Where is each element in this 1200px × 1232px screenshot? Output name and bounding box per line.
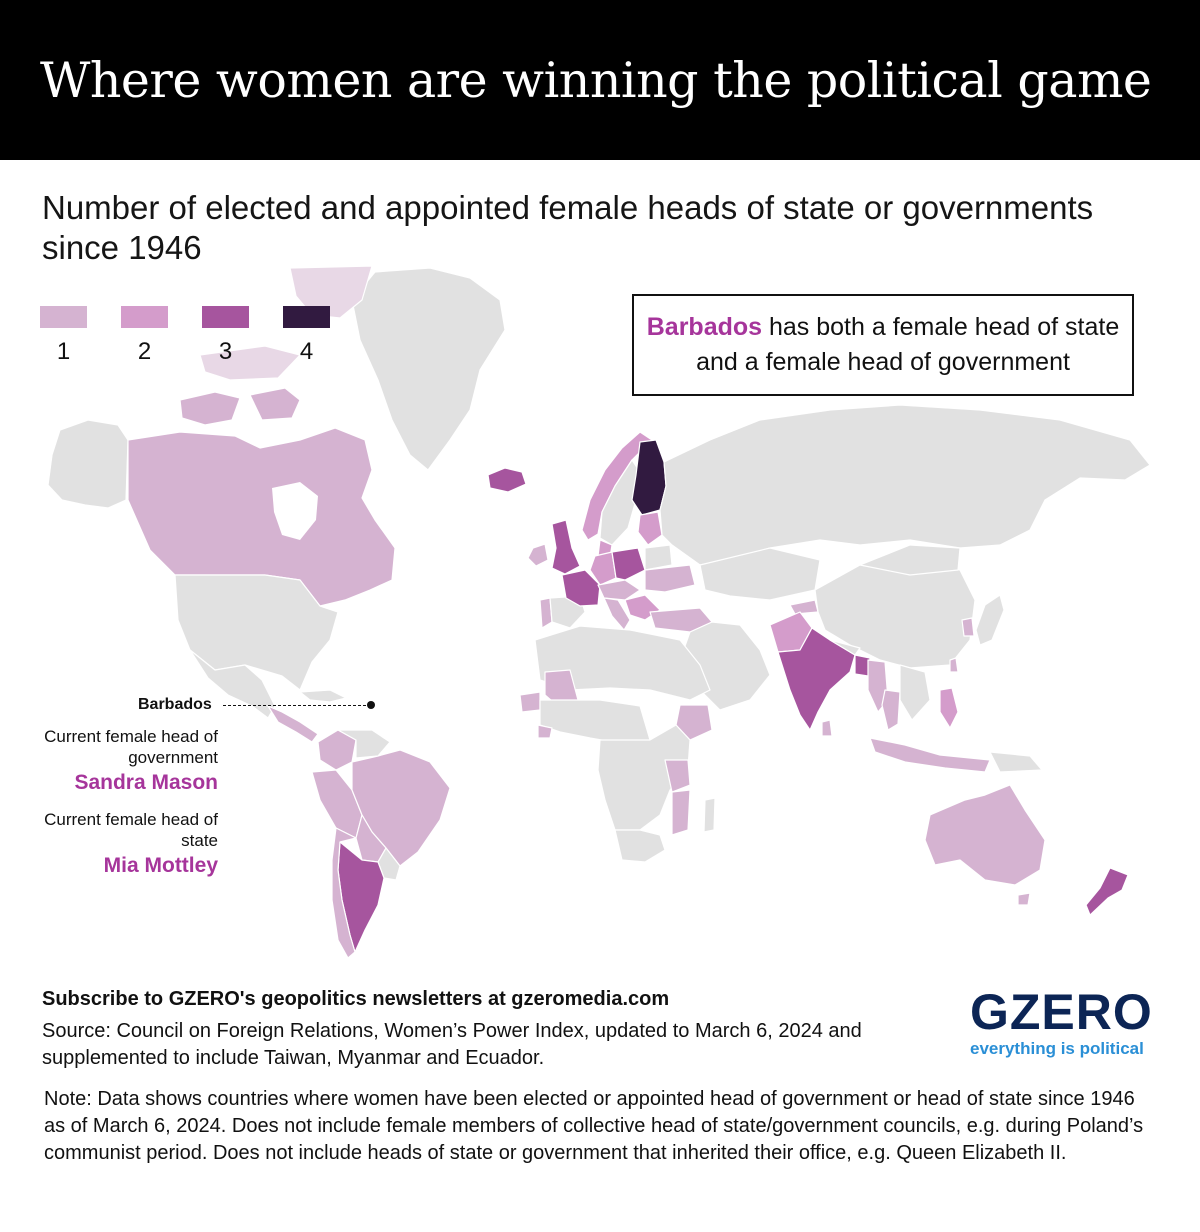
barbados-marker — [367, 701, 375, 709]
map-russia — [659, 404, 1151, 566]
callout-highlight: Barbados — [646, 313, 763, 341]
map-new-zealand — [1085, 867, 1129, 916]
header-bar: Where women are winning the political ga… — [0, 0, 1200, 160]
map-ethiopia — [675, 704, 713, 741]
map-uk — [551, 519, 581, 575]
map-italy — [603, 597, 631, 631]
map-india — [777, 627, 856, 731]
subscribe-line: Subscribe to GZERO's geopolitics newslet… — [42, 988, 670, 1010]
page-title: Where women are winning the political ga… — [40, 52, 1152, 109]
map-tanzania — [664, 759, 691, 793]
map-canada-islands-3 — [289, 265, 373, 319]
map-alaska — [47, 419, 129, 509]
map-kazakhstan — [699, 547, 821, 601]
map-baltics — [637, 511, 663, 546]
map-liberia — [537, 724, 553, 739]
note-text: Note: Data shows countries where women h… — [44, 1088, 1144, 1164]
map-africa-central — [597, 724, 691, 831]
gzero-logo: GZERO everything is political — [970, 986, 1166, 1059]
map-senegal — [519, 691, 541, 713]
legend-swatch-2 — [121, 306, 168, 328]
chart-subtitle: Number of elected and appointed female h… — [42, 189, 1094, 266]
map-madagascar — [703, 797, 716, 833]
logo-tagline: everything is political — [970, 1039, 1144, 1058]
map-germany — [589, 551, 617, 586]
map-tasmania — [1017, 892, 1031, 906]
map-chile — [331, 827, 357, 959]
name-sandra-mason: Sandra Mason — [74, 771, 218, 794]
legend-swatch-3 — [202, 306, 249, 328]
map-canada-islands-4 — [199, 345, 301, 381]
map-caribbean — [299, 689, 347, 703]
map-ireland — [527, 543, 549, 567]
callout-text: has both a female head of state and a fe… — [696, 313, 1120, 376]
map-africa-west — [539, 699, 651, 746]
map-australia — [924, 784, 1046, 886]
map-mongolia — [859, 544, 961, 576]
legend-label-4: 4 — [299, 338, 314, 365]
role-head-of-state: Current female head of state — [44, 810, 218, 850]
source-text: Source: Council on Foreign Relations, Wo… — [42, 1020, 862, 1069]
legend-label-2: 2 — [137, 338, 152, 365]
map-sri-lanka — [821, 719, 833, 737]
map-greenland — [351, 267, 506, 471]
legend-label-1: 1 — [56, 338, 71, 365]
map-canada-islands-1 — [179, 391, 241, 426]
map-south-africa — [614, 829, 666, 863]
role-head-of-government: Current female head of government — [44, 727, 218, 767]
legend-label-3: 3 — [218, 338, 233, 365]
map-france — [561, 569, 601, 607]
map-thailand — [881, 689, 901, 731]
map-japan — [975, 594, 1005, 646]
map-nepal-bhutan — [829, 639, 861, 656]
map-kyrgyzstan — [789, 599, 819, 615]
map-poland — [611, 547, 646, 581]
logo-wordmark: GZERO — [970, 984, 1153, 1040]
map-canada-islands-2 — [249, 387, 301, 421]
map-mozambique — [671, 789, 691, 836]
map-papua — [989, 751, 1043, 773]
barbados-callout-box: Barbados has both a female head of state… — [632, 294, 1134, 396]
map-korea — [961, 617, 975, 637]
map-indonesia — [869, 737, 991, 773]
map-iceland — [487, 467, 527, 493]
legend-swatch-1 — [40, 306, 87, 328]
name-mia-mottley: Mia Mottley — [103, 854, 218, 877]
map-central-america — [267, 705, 319, 743]
map-hudson-bay — [272, 482, 318, 540]
map-indochina — [899, 664, 931, 721]
map-taiwan — [949, 657, 959, 673]
legend-swatch-4 — [283, 306, 330, 328]
map-central-europe — [597, 579, 641, 601]
barbados-label: Barbados — [138, 696, 212, 713]
map-belarus — [644, 544, 673, 571]
world-map — [47, 265, 1151, 959]
barbados-leader-line — [223, 705, 371, 706]
map-philippines — [939, 687, 959, 729]
map-ukraine — [644, 564, 696, 593]
